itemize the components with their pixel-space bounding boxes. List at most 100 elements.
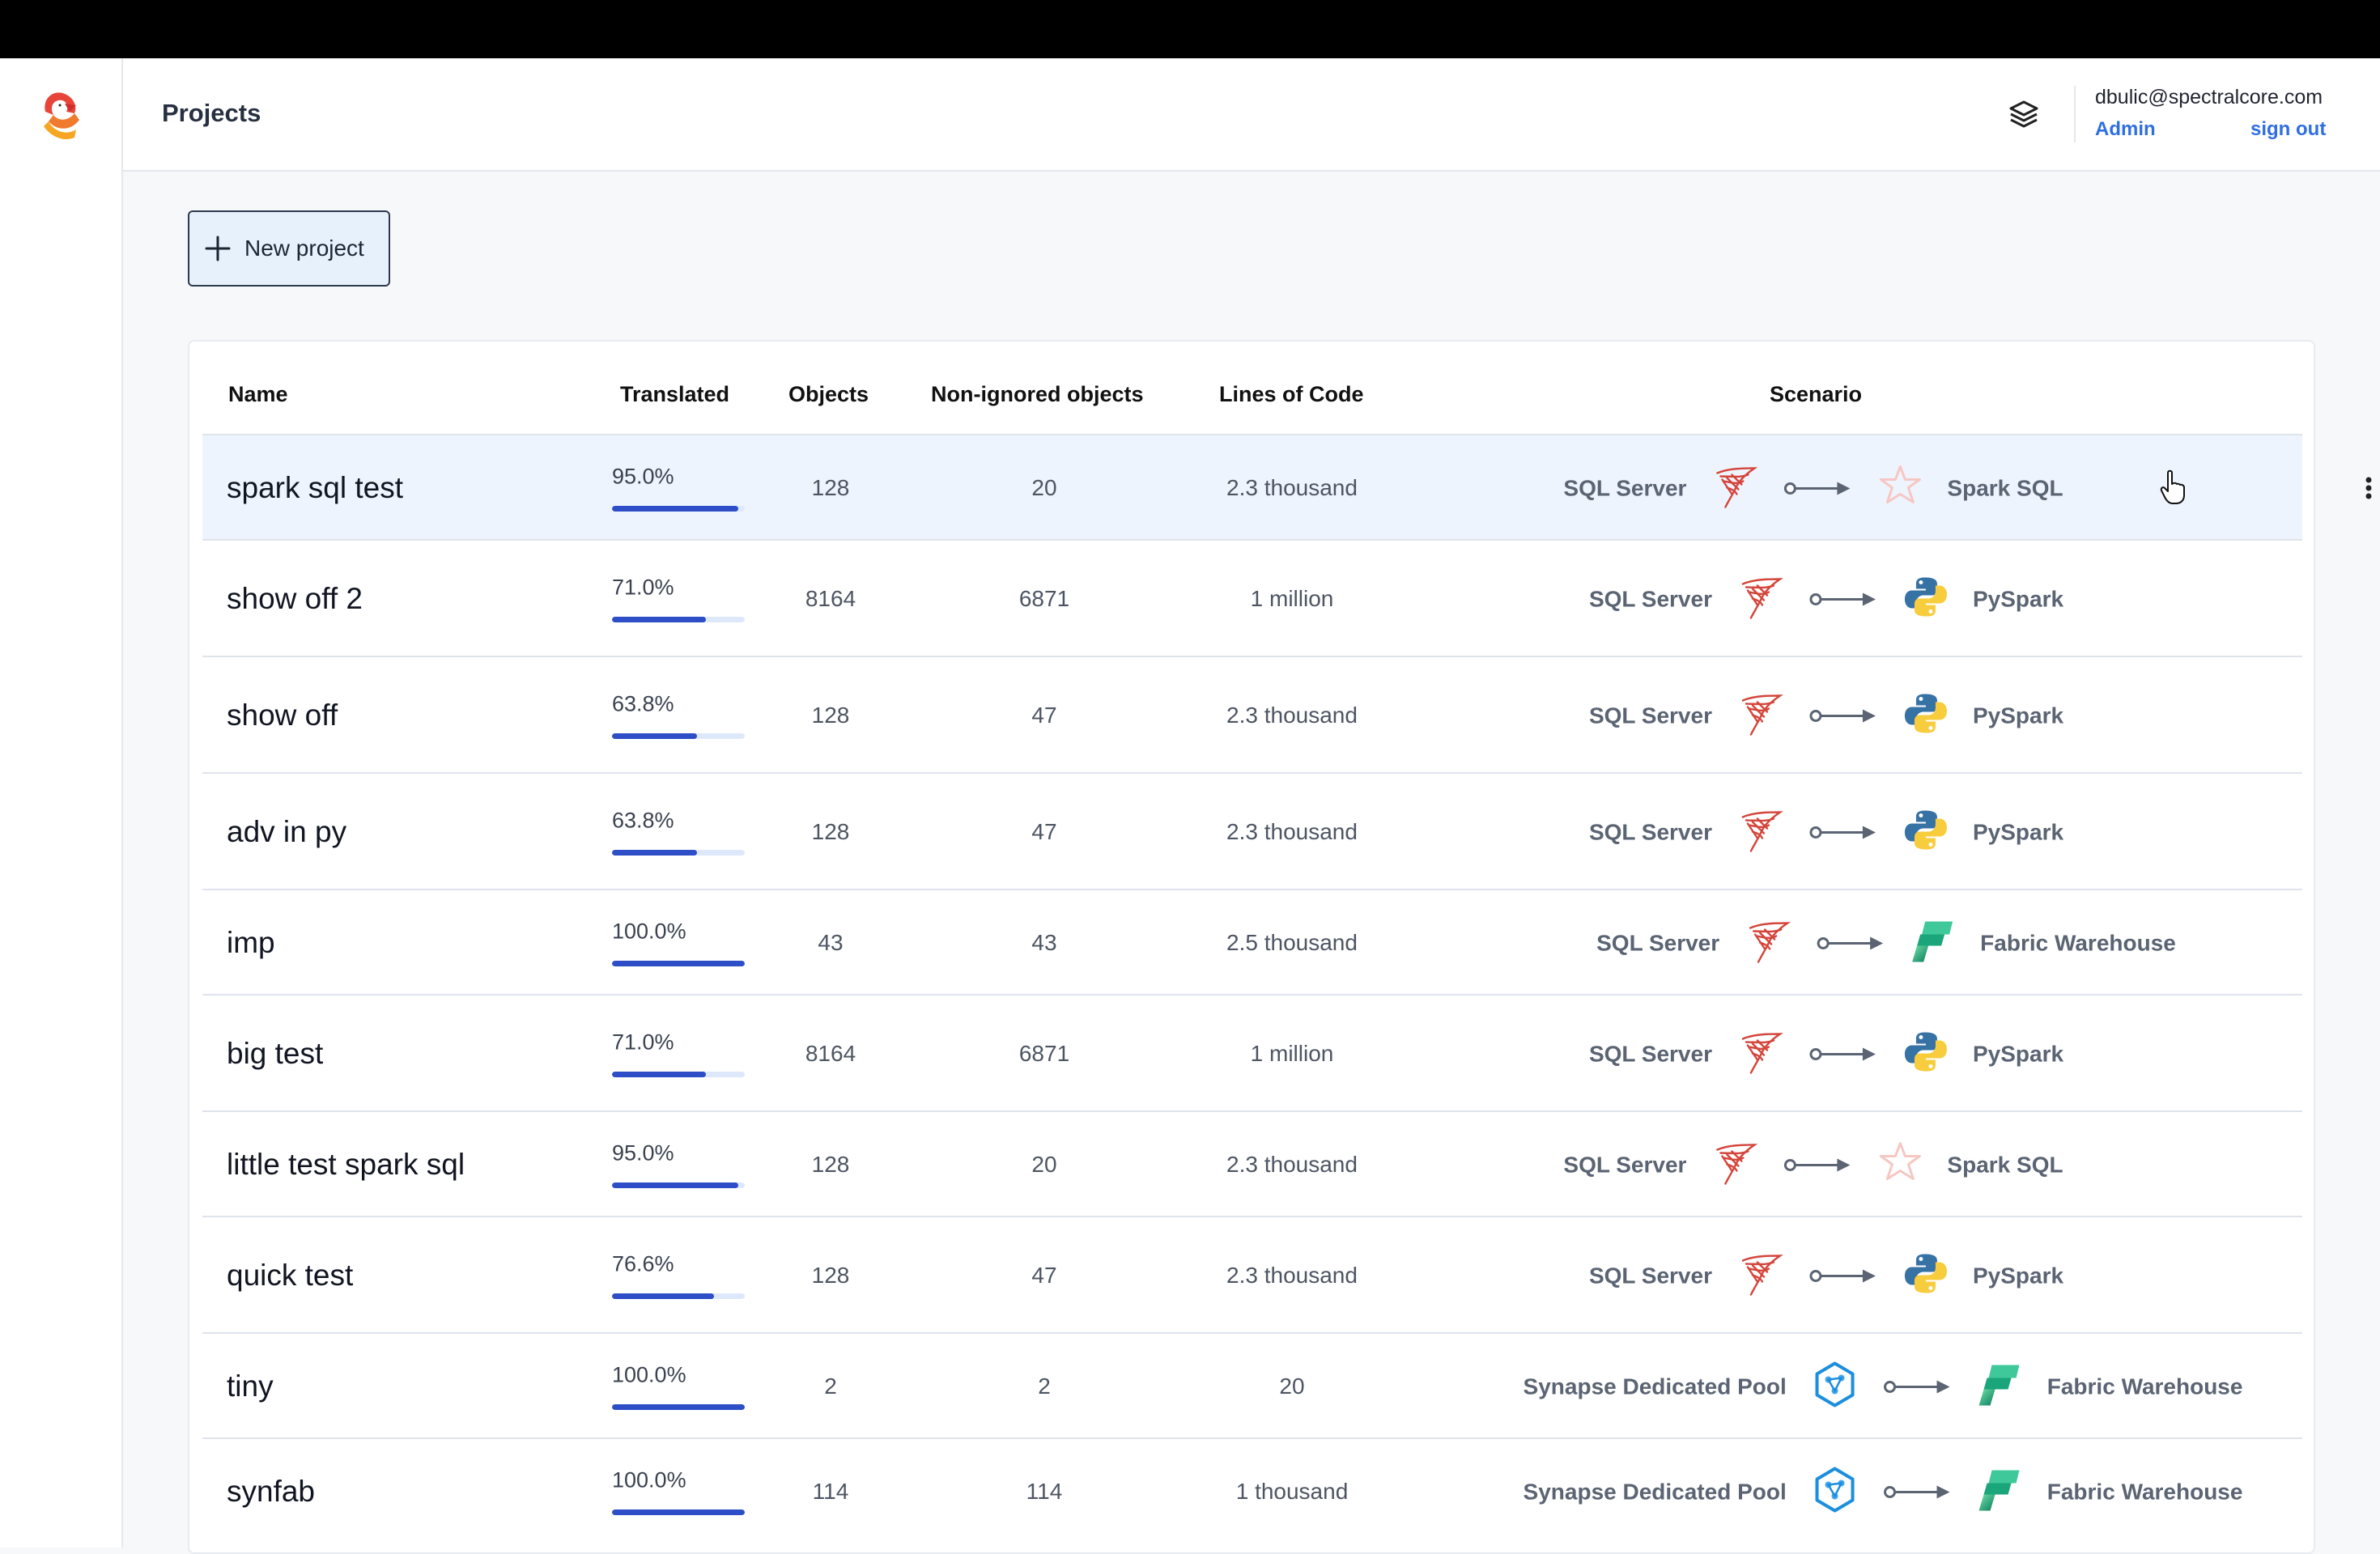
project-name[interactable]: show off xyxy=(227,698,338,732)
translated-progress-bar xyxy=(612,1509,745,1515)
target-platform: PySpark xyxy=(1972,1263,2064,1288)
source-platform: SQL Server xyxy=(1588,586,1712,611)
translated-progress-fill xyxy=(612,1182,738,1188)
arrow-right-icon xyxy=(1809,826,1876,839)
table-row[interactable]: little test spark sql 95.0% 128 20 2.3 t… xyxy=(202,1110,2302,1216)
source-platform: SQL Server xyxy=(1588,1041,1712,1066)
lines-of-code: 2.3 thousand xyxy=(1226,475,1358,500)
project-name[interactable]: show off 2 xyxy=(227,582,363,615)
sidebar xyxy=(0,58,123,1548)
target-platform: PySpark xyxy=(1972,819,2064,844)
project-name[interactable]: little test spark sql xyxy=(227,1148,465,1181)
translated-percent: 100.0% xyxy=(612,919,686,944)
translated-percent: 71.0% xyxy=(612,1030,674,1055)
arrow-right-icon xyxy=(1809,592,1876,605)
arrow-right-icon xyxy=(1809,709,1876,722)
translated-progress-bar xyxy=(612,617,745,622)
synapse-icon xyxy=(1815,1467,1855,1513)
arrow-right-icon xyxy=(1809,1269,1876,1282)
fabric-icon xyxy=(1912,921,1953,962)
top-header: Projects dbulic@spectralcore.com Admin s… xyxy=(123,58,2380,172)
project-name[interactable]: synfab xyxy=(227,1475,316,1508)
more-vertical-icon[interactable] xyxy=(2361,472,2377,504)
table-row[interactable]: quick test 76.6% 128 47 2.3 thousand SQL… xyxy=(202,1216,2302,1332)
table-row[interactable]: imp 100.0% 43 43 2.5 thousand SQL Server xyxy=(202,889,2302,994)
arrow-right-icon xyxy=(1783,1158,1851,1171)
project-name[interactable]: tiny xyxy=(227,1369,274,1403)
column-header-objects[interactable]: Objects xyxy=(788,382,869,406)
scenario: SQL Server Fabric Warehouse xyxy=(1596,917,2176,970)
translated-progress-fill xyxy=(612,850,697,856)
lines-of-code: 1 million xyxy=(1250,1041,1334,1066)
table-row[interactable]: big test 71.0% 8164 6871 1 million SQL S… xyxy=(202,994,2302,1110)
target-platform: PySpark xyxy=(1972,586,2064,611)
translated-progress-fill xyxy=(612,617,707,622)
source-platform: Synapse Dedicated Pool xyxy=(1523,1374,1787,1399)
new-project-button[interactable]: New project xyxy=(188,210,390,287)
lines-of-code: 2.3 thousand xyxy=(1226,819,1358,844)
column-header-scenario[interactable]: Scenario xyxy=(1770,382,1863,406)
scenario: SQL Server Spark SQL xyxy=(1563,462,2063,515)
scenario: Synapse Dedicated Pool Fabric Warehouse xyxy=(1524,1466,2242,1518)
lines-of-code: 2.5 thousand xyxy=(1226,930,1358,955)
translated-progress-bar xyxy=(612,1293,745,1299)
sql-server-icon xyxy=(1716,1144,1758,1185)
non-ignored-count: 2 xyxy=(1038,1374,1051,1399)
project-name[interactable]: quick test xyxy=(227,1259,354,1292)
python-icon xyxy=(1904,810,1947,850)
column-header-name[interactable]: Name xyxy=(228,382,288,406)
sign-out-link[interactable]: sign out xyxy=(2250,118,2327,140)
translated-progress-bar xyxy=(612,1182,745,1188)
source-platform: SQL Server xyxy=(1588,703,1712,728)
parrot-logo-icon[interactable] xyxy=(34,87,84,142)
table-row[interactable]: tiny 100.0% 2 2 20 Synapse Dedicated Poo… xyxy=(202,1332,2302,1437)
table-row[interactable]: spark sql test 95.0% 128 20 2.3 thousand… xyxy=(202,434,2372,539)
scenario: Synapse Dedicated Pool Fabric Warehouse xyxy=(1523,1361,2242,1413)
source-platform: SQL Server xyxy=(1596,930,1720,955)
sql-server-icon xyxy=(1741,811,1783,852)
non-ignored-count: 114 xyxy=(1026,1479,1063,1504)
project-name[interactable]: imp xyxy=(227,926,275,959)
scenario: SQL Server PySpark xyxy=(1589,1250,2063,1302)
lines-of-code: 2.3 thousand xyxy=(1226,1263,1358,1288)
project-name[interactable]: spark sql test xyxy=(227,471,403,504)
objects-count: 128 xyxy=(811,703,850,728)
translated-percent: 63.8% xyxy=(612,691,674,716)
scenario: SQL Server PySpark xyxy=(1589,806,2063,859)
scenario: SQL Server PySpark xyxy=(1589,690,2063,742)
column-header-translated[interactable]: Translated xyxy=(620,382,730,406)
top-black-bar xyxy=(0,0,2380,58)
translated-percent: 100.0% xyxy=(612,1467,686,1492)
table-row[interactable]: adv in py 63.8% 128 47 2.3 thousand SQL … xyxy=(202,772,2302,889)
objects-count: 128 xyxy=(811,1263,850,1288)
sql-server-icon xyxy=(1741,1033,1783,1074)
translated-percent: 71.0% xyxy=(612,575,674,600)
target-platform: Fabric Warehouse xyxy=(1980,930,2176,955)
column-header-non-ignored[interactable]: Non-ignored objects xyxy=(931,382,1144,406)
scenario: SQL Server PySpark xyxy=(1589,573,2063,626)
table-row[interactable]: show off 63.8% 128 47 2.3 thousand SQL S… xyxy=(202,656,2302,772)
project-name[interactable]: big test xyxy=(227,1037,324,1070)
column-header-loc[interactable]: Lines of Code xyxy=(1219,382,1364,406)
translated-percent: 100.0% xyxy=(612,1362,686,1387)
translated-progress-bar xyxy=(612,506,745,512)
translated-progress-fill xyxy=(612,733,697,739)
translated-progress-bar xyxy=(612,850,745,856)
lines-of-code: 1 million xyxy=(1250,586,1334,611)
synapse-icon xyxy=(1815,1361,1855,1408)
arrow-right-icon xyxy=(1817,936,1884,949)
admin-link[interactable]: Admin xyxy=(2095,118,2156,140)
python-icon xyxy=(1904,577,1947,617)
python-icon xyxy=(1904,1032,1947,1072)
layers-icon[interactable] xyxy=(2006,97,2042,133)
lines-of-code: 1 thousand xyxy=(1235,1479,1349,1504)
spark-icon xyxy=(1879,465,1921,503)
table-row[interactable]: show off 2 71.0% 8164 6871 1 million SQL… xyxy=(202,539,2302,656)
fabric-icon xyxy=(1978,1470,2020,1511)
translated-progress-bar xyxy=(612,961,745,966)
new-project-label: New project xyxy=(244,236,364,261)
table-row[interactable]: synfab 100.0% 114 114 1 thousand Synapse… xyxy=(202,1437,2302,1543)
arrow-right-icon xyxy=(1783,482,1851,495)
project-name[interactable]: adv in py xyxy=(227,815,347,848)
translated-progress-fill xyxy=(612,1072,707,1077)
